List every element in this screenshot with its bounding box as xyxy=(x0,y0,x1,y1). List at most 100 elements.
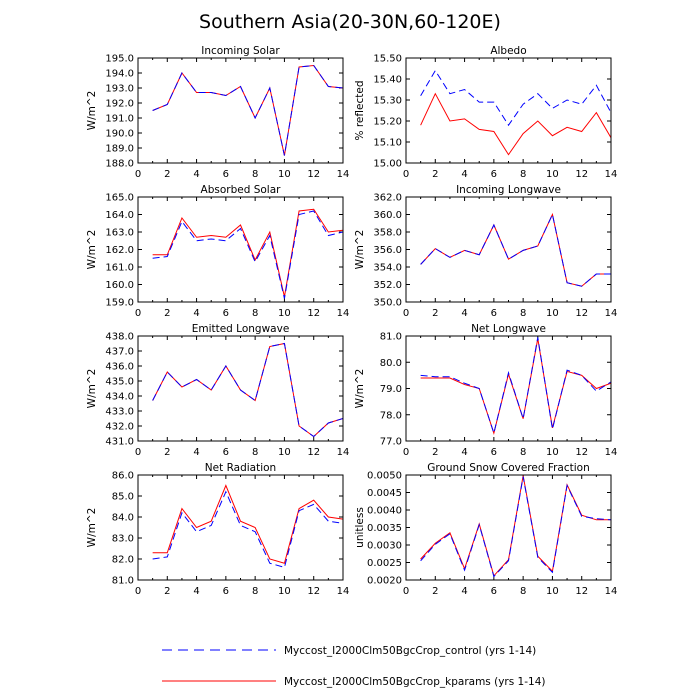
x-tick-label: 12 xyxy=(575,586,588,597)
x-tick-label: 14 xyxy=(337,586,350,597)
x-tick-label: 2 xyxy=(164,586,170,597)
y-tick-label: 0.0045 xyxy=(367,488,402,499)
series-line-kparams xyxy=(152,64,343,156)
y-tick-label: 81.0 xyxy=(380,332,402,343)
x-tick-label: 12 xyxy=(307,169,320,180)
x-tick-label: 2 xyxy=(164,169,170,180)
series-line-kparams xyxy=(420,475,611,577)
x-tick-label: 4 xyxy=(461,308,467,319)
chart-panel: Absorbed Solar W/m^2 159.0 160.0 161.0 162.0 1… xyxy=(86,184,349,319)
y-tick-label: 164.0 xyxy=(105,210,134,221)
series-line-kparams xyxy=(420,212,611,287)
x-tick-label: 2 xyxy=(432,308,438,319)
x-tick-label: 8 xyxy=(252,447,258,458)
y-tick-label: 15.50 xyxy=(373,54,402,65)
series-line-control xyxy=(420,337,611,435)
series-line-kparams xyxy=(420,92,611,156)
x-tick-label: 2 xyxy=(164,447,170,458)
x-tick-label: 12 xyxy=(307,447,320,458)
y-tick-label: 15.40 xyxy=(373,75,402,86)
x-tick-label: 0 xyxy=(403,586,409,597)
series-line-control xyxy=(152,342,343,438)
y-tick-label: 431.0 xyxy=(105,437,134,448)
x-tick-label: 10 xyxy=(278,586,291,597)
x-tick-label: 14 xyxy=(337,308,350,319)
x-tick-label: 2 xyxy=(432,169,438,180)
y-tick-label: 0.0020 xyxy=(367,576,402,587)
y-axis-label: W/m^2 xyxy=(86,369,98,409)
y-tick-label: 162.0 xyxy=(105,245,134,256)
y-tick-label: 437.0 xyxy=(105,347,134,358)
x-tick-label: 14 xyxy=(337,169,350,180)
series-line-kparams xyxy=(420,338,611,435)
y-tick-label: 159.0 xyxy=(105,298,134,309)
y-axis-label: unitless xyxy=(354,507,366,548)
y-tick-label: 80.0 xyxy=(380,358,402,369)
y-tick-label: 433.0 xyxy=(105,407,134,418)
x-tick-label: 6 xyxy=(491,308,497,319)
y-tick-label: 15.00 xyxy=(373,159,402,170)
y-axis-label: W/m^2 xyxy=(354,230,366,270)
y-axis-label: W/m^2 xyxy=(86,508,98,548)
y-tick-label: 354.0 xyxy=(373,263,402,274)
panel-title: Albedo xyxy=(490,45,526,57)
y-tick-label: 358.0 xyxy=(373,228,402,239)
y-tick-label: 432.0 xyxy=(105,422,134,433)
y-tick-label: 165.0 xyxy=(105,193,134,204)
x-tick-label: 10 xyxy=(278,308,291,319)
x-tick-label: 2 xyxy=(432,586,438,597)
y-tick-label: 194.0 xyxy=(105,69,134,80)
x-tick-label: 10 xyxy=(546,447,559,458)
panel-title: Absorbed Solar xyxy=(201,184,282,196)
y-tick-label: 81.0 xyxy=(112,576,134,587)
series-line-control xyxy=(420,476,611,578)
x-tick-label: 4 xyxy=(193,586,199,597)
x-tick-label: 2 xyxy=(432,447,438,458)
x-tick-label: 14 xyxy=(605,308,618,319)
y-axis-label: W/m^2 xyxy=(354,369,366,409)
y-tick-label: 189.0 xyxy=(105,144,134,155)
panel-title: Ground Snow Covered Fraction xyxy=(427,462,590,474)
y-tick-label: 192.0 xyxy=(105,99,134,110)
x-tick-label: 0 xyxy=(403,169,409,180)
series-line-control xyxy=(420,212,611,287)
y-tick-label: 161.0 xyxy=(105,263,134,274)
x-tick-label: 6 xyxy=(491,447,497,458)
x-tick-label: 12 xyxy=(307,308,320,319)
x-tick-label: 6 xyxy=(223,308,229,319)
x-tick-label: 6 xyxy=(223,169,229,180)
panel-title: Incoming Longwave xyxy=(456,184,561,196)
x-tick-label: 14 xyxy=(337,447,350,458)
legend-label-kparams: Myccost_I2000Clm50BgcCrop_kparams (yrs 1… xyxy=(284,676,545,688)
y-tick-label: 0.0040 xyxy=(367,506,402,517)
y-tick-label: 0.0025 xyxy=(367,558,402,569)
series-line-kparams xyxy=(152,342,343,438)
chart-panel: Net RadiationW/m^281.082.083.084.085.086… xyxy=(86,462,349,597)
panel-title: Emitted Longwave xyxy=(192,323,290,335)
y-tick-label: 350.0 xyxy=(373,298,402,309)
x-tick-label: 4 xyxy=(461,169,467,180)
y-tick-label: 193.0 xyxy=(105,84,134,95)
x-tick-label: 6 xyxy=(491,586,497,597)
plot-frame xyxy=(137,335,344,442)
x-tick-label: 10 xyxy=(546,308,559,319)
y-tick-label: 163.0 xyxy=(105,228,134,239)
series-line-control xyxy=(152,210,343,299)
y-tick-label: 15.30 xyxy=(373,96,402,107)
x-tick-label: 10 xyxy=(546,586,559,597)
series-line-control xyxy=(420,69,611,127)
x-tick-label: 8 xyxy=(520,308,526,319)
y-tick-label: 434.0 xyxy=(105,392,134,403)
panel-title: Incoming Solar xyxy=(201,45,280,57)
chart-panel: Ground Snow Covered Fractionunitless0.00… xyxy=(354,462,617,597)
x-tick-label: 6 xyxy=(223,586,229,597)
x-tick-label: 0 xyxy=(135,447,141,458)
x-tick-label: 8 xyxy=(252,586,258,597)
x-tick-label: 8 xyxy=(520,447,526,458)
plot-frame xyxy=(137,196,344,303)
y-tick-label: 0.0035 xyxy=(367,523,402,534)
x-tick-label: 6 xyxy=(491,169,497,180)
x-tick-label: 0 xyxy=(135,169,141,180)
y-tick-label: 160.0 xyxy=(105,280,134,291)
x-tick-label: 12 xyxy=(575,447,588,458)
